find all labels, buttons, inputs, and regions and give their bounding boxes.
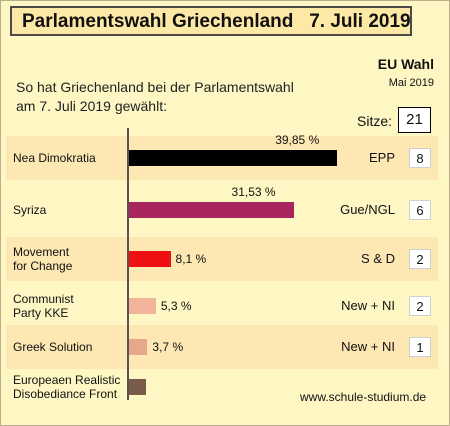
category-label: Syriza: [13, 203, 46, 217]
value-label: 31,53 %: [231, 185, 276, 199]
intro-line-2: am 7. Juli 2019 gewählt:: [16, 98, 167, 114]
chart-title: Parlamentswahl Griechenland 7. Juli 2019: [22, 11, 411, 32]
intro-line-1: So hat Griechenland bei der Parlamentswa…: [16, 79, 294, 95]
eu-group-label: Gue/NGL: [340, 202, 395, 217]
value-label: 3,7 %: [152, 340, 184, 354]
bar: [128, 150, 338, 166]
bar: [128, 379, 146, 395]
category-label: Greek Solution: [13, 340, 92, 354]
category-label-line: Syriza: [13, 203, 47, 217]
category-label: Communist Party KKE: [13, 292, 74, 320]
row-band: [6, 325, 438, 369]
eu-seat-count: 2: [409, 249, 431, 269]
eu-seat-count: 2: [409, 296, 431, 316]
category-label: Nea Dimokratia: [13, 151, 96, 165]
row-band: [6, 237, 438, 281]
bar: [128, 251, 171, 267]
category-label-line: Movement: [13, 245, 70, 259]
source-credit: www.schule-studium.de: [300, 390, 427, 404]
eu-wahl-date: Mai 2019: [388, 77, 434, 89]
seats-label: Sitze:: [357, 113, 393, 129]
bar: [128, 298, 156, 314]
title-box: Parlamentswahl Griechenland 7. Juli 2019: [10, 6, 412, 36]
eu-seat-count: 1: [409, 337, 431, 357]
eu-group-label: EPP: [368, 150, 395, 165]
category-label-line: Europeaen Realistic: [13, 373, 121, 387]
value-label: 8,1 %: [175, 252, 207, 266]
bar: [128, 202, 294, 218]
y-axis-line: [127, 128, 129, 400]
category-label-line: Greek Solution: [13, 340, 93, 354]
eu-wahl-heading: EU Wahl: [377, 56, 434, 72]
category-label-line: Communist: [13, 292, 74, 306]
category-label-line: Party KKE: [13, 306, 69, 320]
category-label-line: Disobediance Front: [13, 387, 118, 401]
eu-group-label: S & D: [361, 251, 395, 266]
eu-group-label: New + NI: [341, 298, 395, 313]
value-label: 39,85 %: [275, 133, 320, 147]
category-label-line: Nea Dimokratia: [13, 151, 96, 165]
eu-group-label: New + NI: [341, 339, 395, 354]
category-label: Movement for Change: [13, 245, 72, 273]
seats-total-box: 21: [398, 107, 431, 133]
eu-seat-count: 8: [409, 148, 431, 168]
eu-seat-count: 6: [409, 200, 431, 220]
value-label: 5,3 %: [160, 299, 192, 313]
bar: [128, 339, 148, 355]
category-label-line: for Change: [13, 259, 73, 273]
category-label: Europeaen Realistic Disobediance Front: [13, 373, 120, 401]
